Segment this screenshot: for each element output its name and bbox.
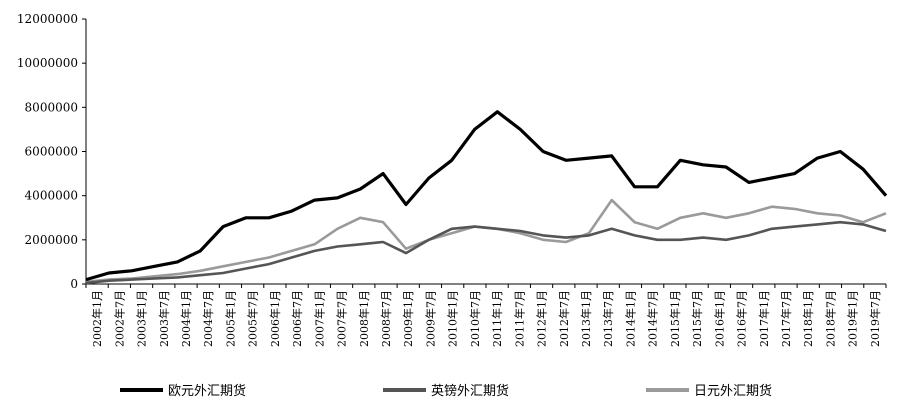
x-tick-label: 2013年1月 (579, 290, 593, 347)
x-tick-label: 2010年7月 (468, 290, 482, 347)
y-tick-label: 2000000 (25, 233, 78, 247)
x-tick-label: 2016年1月 (712, 290, 726, 347)
y-tick-label: 0 (70, 277, 78, 291)
x-tick-label: 2008年1月 (357, 290, 371, 347)
y-tick-label: 10000000 (17, 56, 78, 70)
x-tick-label: 2007年7月 (335, 290, 349, 347)
y-tick-label: 4000000 (25, 189, 78, 203)
x-tick-label: 2002年7月 (112, 290, 126, 347)
legend: 欧元外汇期货 英镑外汇期货 日元外汇期货 (120, 383, 772, 399)
x-tick-label: 2003年1月 (135, 290, 149, 347)
y-tick-label: 8000000 (25, 100, 78, 114)
y-axis-ticks: 0 2000000 4000000 6000000 8000000 10000000 120… (17, 12, 86, 291)
x-tick-label: 2012年1月 (535, 290, 549, 347)
x-tick-label: 2017年1月 (757, 290, 771, 347)
legend-label: 英镑外汇期货 (431, 383, 509, 399)
y-tick-label: 6000000 (25, 145, 78, 159)
x-tick-label: 2008年7月 (379, 290, 393, 347)
y-tick-label: 12000000 (17, 12, 78, 26)
x-tick-label: 2005年1月 (223, 290, 237, 347)
x-tick-label: 2018年1月 (801, 290, 815, 347)
series-line (85, 220, 887, 285)
x-tick-label: 2014年1月 (623, 290, 637, 347)
x-tick-label: 2018年7月 (823, 290, 837, 347)
series-line (85, 110, 888, 282)
x-tick-label: 2015年7月 (690, 290, 704, 347)
series-lines (85, 110, 888, 285)
x-tick-label: 2014年7月 (646, 290, 660, 347)
x-tick-label: 2006年1月 (268, 290, 282, 347)
x-tick-label: 2011年1月 (490, 290, 504, 347)
x-tick-label: 2009年7月 (423, 290, 437, 347)
x-tick-label: 2016年7月 (735, 290, 749, 347)
x-tick-label: 2003年7月 (157, 290, 171, 347)
x-tick-label: 2015年1月 (668, 290, 682, 347)
x-tick-label: 2011年7月 (512, 290, 526, 347)
x-tick-label: 2017年7月 (779, 290, 793, 347)
x-tick-label: 2010年1月 (446, 290, 460, 347)
x-tick-label: 2004年7月 (201, 290, 215, 347)
series-line (85, 198, 887, 284)
legend-label: 欧元外汇期货 (168, 383, 246, 399)
x-tick-label: 2012年7月 (557, 290, 571, 347)
x-tick-label: 2019年7月 (868, 290, 882, 347)
x-tick-label: 2007年1月 (312, 290, 326, 347)
x-axis-ticks: 2002年1月 2002年7月 2003年1月 2003年7月 2004年1月 2004年… (85, 284, 887, 347)
x-tick-label: 2009年1月 (401, 290, 415, 347)
x-tick-label: 2004年1月 (179, 290, 193, 347)
legend-label: 日元外汇期货 (694, 383, 772, 399)
x-tick-label: 2019年1月 (846, 290, 860, 347)
x-tick-label: 2002年1月 (90, 290, 104, 347)
x-tick-label: 2013年7月 (601, 290, 615, 347)
x-tick-label: 2005年7月 (246, 290, 260, 347)
x-tick-label: 2006年7月 (290, 290, 304, 347)
